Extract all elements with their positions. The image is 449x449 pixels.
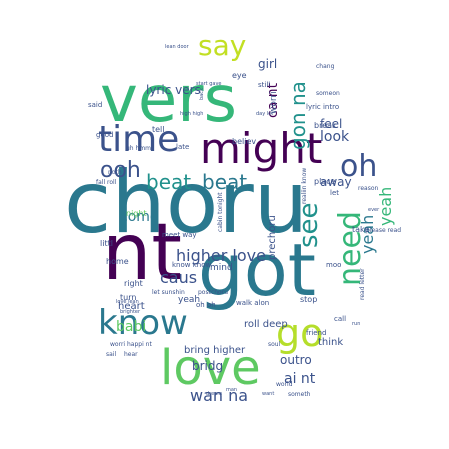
- word: prechoru: [267, 215, 278, 260]
- word: dream: [206, 391, 223, 397]
- word: high high: [180, 111, 204, 117]
- word: day let: [256, 111, 274, 117]
- word: soul: [268, 341, 281, 348]
- word: bring higher: [184, 345, 246, 356]
- word: tell: [152, 125, 165, 134]
- word: ever: [368, 207, 380, 213]
- word: ai nt: [284, 371, 316, 387]
- word: someth: [288, 391, 311, 398]
- word: caus: [160, 268, 198, 287]
- word: babi: [116, 319, 147, 335]
- word: please read: [366, 227, 402, 234]
- word: look: [320, 129, 350, 145]
- word: eye: [232, 71, 247, 80]
- word: want: [262, 391, 275, 397]
- word: read letter: [359, 268, 366, 300]
- word: uh hmm: [126, 145, 152, 152]
- word: moo: [326, 261, 342, 269]
- word: let: [330, 189, 339, 197]
- word: still: [258, 81, 271, 89]
- word: love: [160, 340, 261, 396]
- word: meet way: [162, 231, 197, 239]
- word: man: [226, 387, 238, 393]
- word: feel: [320, 117, 343, 131]
- word: outro: [280, 353, 312, 367]
- word: take: [352, 225, 370, 234]
- word: noth: [108, 169, 122, 176]
- word: heart: [118, 301, 145, 312]
- word: cabin tonight: [217, 192, 224, 232]
- word: littl: [100, 239, 113, 248]
- word: worri happi nt: [110, 341, 152, 348]
- word: think: [318, 337, 344, 348]
- word: believ: [232, 137, 257, 146]
- word: start gave: [196, 81, 222, 87]
- word: said: [88, 101, 103, 109]
- word: go: [276, 311, 324, 355]
- word: chang: [316, 63, 335, 70]
- word: fall roll: [96, 179, 117, 186]
- word: late: [176, 143, 190, 151]
- word: away: [320, 175, 352, 189]
- word: bridg: [192, 359, 224, 373]
- word: nt: [102, 208, 183, 298]
- word: might: [200, 124, 323, 173]
- word: gon na: [286, 81, 310, 150]
- word: ooh: [100, 158, 141, 183]
- word: wan na: [190, 386, 249, 405]
- word: brighter: [120, 309, 141, 315]
- word: call: [334, 315, 347, 323]
- word: time: [98, 119, 180, 160]
- word: place: [314, 177, 336, 186]
- word: lyric intro: [306, 103, 340, 111]
- word: hear: [124, 351, 138, 358]
- word: beat: [202, 170, 248, 194]
- word: someon: [316, 90, 340, 97]
- word: lyric vers: [146, 83, 201, 97]
- word: come: [120, 209, 159, 225]
- word: higher love: [176, 246, 266, 265]
- word: let sunshin: [152, 289, 185, 296]
- word: mind: [210, 263, 233, 273]
- word: right: [124, 279, 143, 288]
- word: turn: [120, 293, 137, 302]
- word: beat: [146, 170, 192, 194]
- word: friend: [306, 329, 327, 337]
- word: oh oh: [196, 301, 216, 309]
- word: reason: [358, 185, 379, 192]
- word: run: [352, 321, 361, 327]
- word: oh: [340, 149, 378, 184]
- word: night: [126, 209, 147, 218]
- word: realiin know: [301, 167, 308, 204]
- word: stop: [300, 295, 318, 304]
- word: see: [294, 202, 324, 248]
- word: break: [314, 121, 337, 130]
- word: world: [276, 381, 293, 388]
- word: walk alon: [236, 299, 270, 307]
- word: home: [106, 257, 129, 266]
- word: lean door: [165, 44, 189, 50]
- word: know: [98, 303, 188, 343]
- word: postchoru: [198, 289, 228, 296]
- word: love lean: [116, 299, 139, 305]
- word: sail: [106, 351, 117, 358]
- word: roll deep: [244, 319, 288, 330]
- word: got: [198, 228, 316, 312]
- word: know know: [172, 261, 212, 269]
- word: yeah: [358, 214, 377, 254]
- word: back: [199, 88, 205, 100]
- word: yeah: [178, 295, 201, 305]
- word: girl: [258, 57, 278, 71]
- word: good: [96, 131, 114, 139]
- word: choru: [64, 153, 309, 253]
- word: say: [198, 29, 247, 62]
- word: yeah: [376, 186, 395, 226]
- word: vers: [100, 63, 237, 137]
